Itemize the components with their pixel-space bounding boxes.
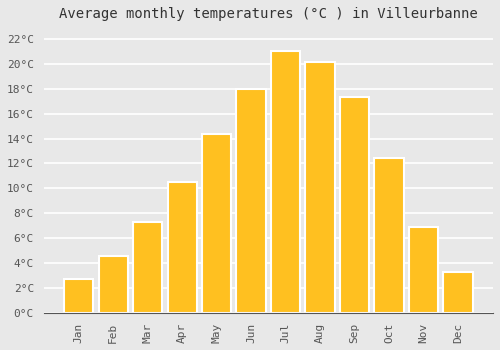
Bar (271, 51, 300, 313)
Bar (409, 227, 438, 313)
Bar (202, 133, 232, 313)
Bar (98, 256, 128, 313)
Bar (340, 97, 369, 313)
Bar (444, 272, 472, 313)
Bar (133, 222, 162, 313)
Bar (374, 159, 404, 313)
Title: Average monthly temperatures (°C ) in Villeurbanne: Average monthly temperatures (°C ) in Vi… (59, 7, 478, 21)
Bar (168, 182, 197, 313)
Bar (64, 279, 94, 313)
Bar (306, 62, 334, 313)
Bar (236, 89, 266, 313)
